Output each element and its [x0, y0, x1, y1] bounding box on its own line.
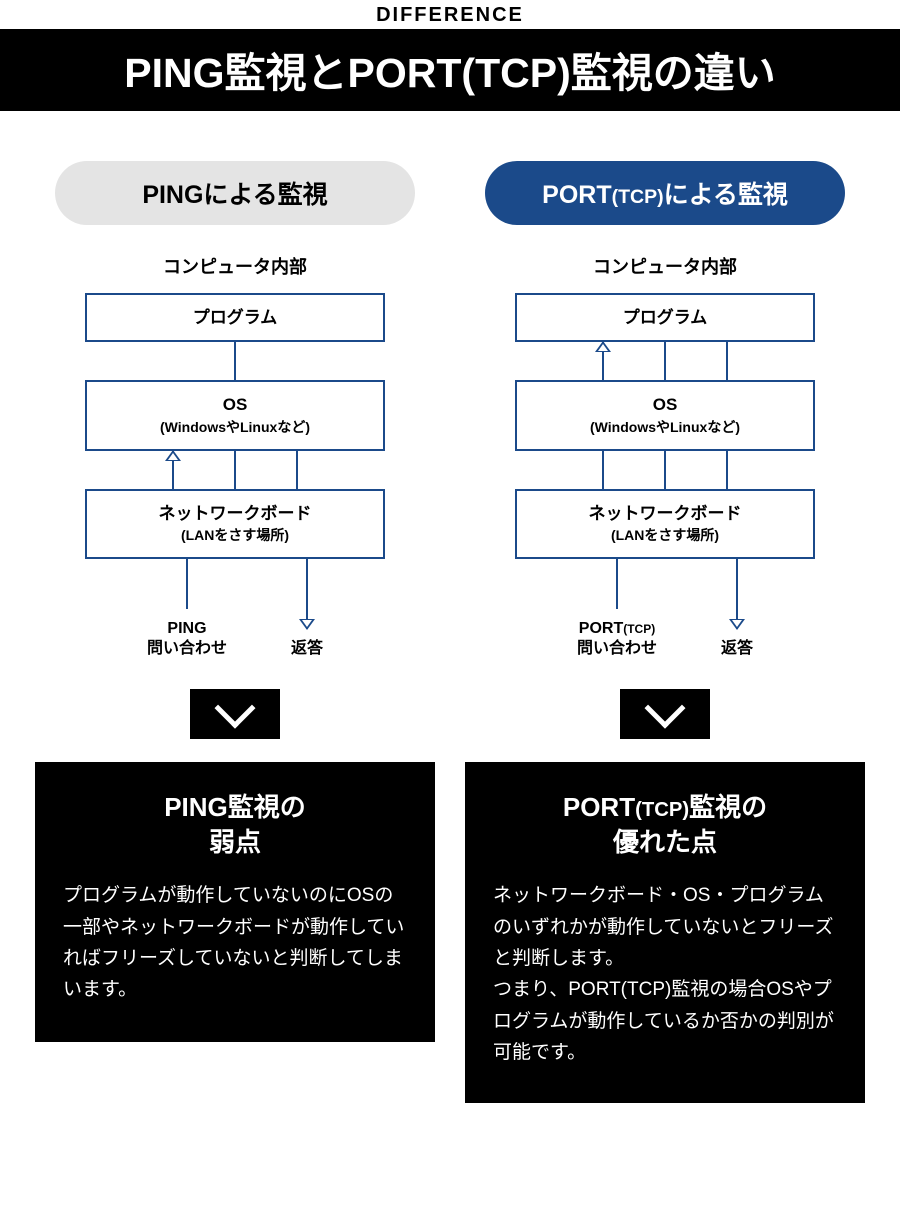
summary-ping: PING監視の 弱点 プログラムが動作していないのにOSの一部やネットワークボー… [35, 762, 435, 1042]
inquiry-l1-left: PING [167, 620, 206, 637]
inquiry-l1-small-right: (TCP) [623, 622, 655, 636]
inquiry-col-right: PORT(TCP) 問い合わせ [577, 559, 657, 659]
connector-line [726, 451, 728, 489]
box-os-left: OS (WindowsやLinuxなど) [85, 380, 385, 451]
reply-label-right: 返答 [721, 639, 753, 659]
chevron-wrap-left [35, 689, 435, 744]
connector-line [602, 342, 604, 380]
summary-title-port: PORT(TCP)監視の 優れた点 [493, 790, 837, 860]
reply-label-left: 返答 [291, 639, 323, 659]
pill-ping: PINGによる監視 [55, 161, 415, 225]
inquiry-l1-pre-right: PORT [579, 620, 623, 637]
diagram-port: コンピュータ内部 プログラム OS (WindowsやLinuxなど) ネットワ… [515, 253, 815, 659]
diagram-ping: コンピュータ内部 プログラム OS (WindowsやLinuxなど) ネットワ… [85, 253, 385, 659]
connector-line [172, 451, 174, 489]
inquiry-label-right: PORT(TCP) 問い合わせ [577, 619, 657, 659]
pill-port-post: による監視 [664, 181, 788, 209]
bottom-conns-left: PING 問い合わせ 返答 [85, 559, 385, 659]
reply-col-left: 返答 [291, 559, 323, 659]
net-main-right: ネットワークボード [589, 504, 742, 523]
chevron-wrap-right [465, 689, 865, 744]
conns-po-left [85, 342, 385, 380]
conns-on-right [515, 451, 815, 489]
net-sub-right: (LANをさす場所) [611, 527, 719, 543]
net-main-left: ネットワークボード [159, 504, 312, 523]
connector-line [664, 342, 666, 380]
box-net-right: ネットワークボード (LANをさす場所) [515, 489, 815, 560]
box-os-right: OS (WindowsやLinuxなど) [515, 380, 815, 451]
connector-line [234, 342, 236, 380]
summary-body-port: ネットワークボード・OS・プログラムのいずれかが動作していないとフリーズと判断し… [493, 880, 837, 1068]
box-program-left: プログラム [85, 293, 385, 342]
os-sub-right: (WindowsやLinuxなど) [590, 419, 740, 435]
connector-line [664, 451, 666, 489]
main-title: PING監視とPORT(TCP)監視の違い [0, 29, 900, 111]
inquiry-l2-left: 問い合わせ [147, 640, 227, 657]
chevron-down-icon [620, 689, 710, 739]
summary-t2-port: 優れた点 [613, 827, 717, 857]
summary-t1-pre-port: PORT [563, 792, 635, 822]
summary-port: PORT(TCP)監視の 優れた点 ネットワークボード・OS・プログラムのいずれ… [465, 762, 865, 1102]
columns: PINGによる監視 コンピュータ内部 プログラム OS (WindowsやLin… [0, 111, 900, 1103]
inquiry-line-right [616, 559, 618, 609]
inquiry-line-left [186, 559, 188, 609]
box-program-right: プログラム [515, 293, 815, 342]
reply-line-left [306, 559, 308, 629]
diag-title-port: コンピュータ内部 [515, 253, 815, 279]
box-net-left: ネットワークボード (LANをさす場所) [85, 489, 385, 560]
summary-t1-post-port: 監視の [689, 792, 767, 822]
conns-po-right [515, 342, 815, 380]
reply-line-right [736, 559, 738, 629]
pill-port-pre: PORT [542, 181, 611, 209]
bottom-conns-right: PORT(TCP) 問い合わせ 返答 [515, 559, 815, 659]
reply-col-right: 返答 [721, 559, 753, 659]
inquiry-l2-right: 問い合わせ [577, 640, 657, 657]
connector-line [726, 342, 728, 380]
header-tag: DIFFERENCE [0, 0, 900, 29]
inquiry-col-left: PING 問い合わせ [147, 559, 227, 659]
os-sub-left: (WindowsやLinuxなど) [160, 419, 310, 435]
summary-t2-ping: 弱点 [209, 827, 261, 857]
connector-line [602, 451, 604, 489]
conns-on-left [85, 451, 385, 489]
summary-t1-small-port: (TCP) [635, 799, 689, 821]
connector-line [296, 451, 298, 489]
pill-port: PORT(TCP)による監視 [485, 161, 845, 225]
net-sub-left: (LANをさす場所) [181, 527, 289, 543]
inquiry-label-left: PING 問い合わせ [147, 619, 227, 659]
pill-port-small: (TCP) [612, 186, 664, 208]
diag-title-ping: コンピュータ内部 [85, 253, 385, 279]
os-main-right: OS [653, 395, 678, 414]
os-main-left: OS [223, 395, 248, 414]
col-port: PORT(TCP)による監視 コンピュータ内部 プログラム OS (Window… [465, 161, 865, 1103]
chevron-down-icon [190, 689, 280, 739]
summary-body-ping: プログラムが動作していないのにOSの一部やネットワークボードが動作していればフリ… [63, 880, 407, 1005]
col-ping: PINGによる監視 コンピュータ内部 プログラム OS (WindowsやLin… [35, 161, 435, 1103]
connector-line [234, 451, 236, 489]
summary-title-ping: PING監視の 弱点 [63, 790, 407, 860]
summary-t1-ping: PING監視の [164, 792, 306, 822]
